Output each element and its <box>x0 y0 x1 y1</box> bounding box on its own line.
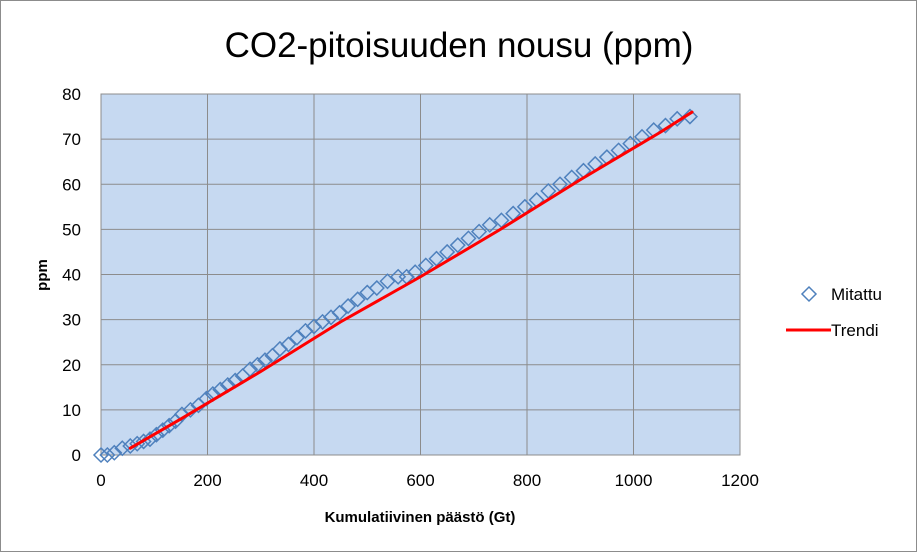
y-tick-label: 40 <box>62 266 81 285</box>
legend-label-trend: Trendi <box>831 321 879 340</box>
data-point <box>198 390 215 407</box>
x-tick-label: 1200 <box>721 471 759 490</box>
y-tick-label: 80 <box>62 85 81 104</box>
legend-item-trend: Trendi <box>786 321 879 340</box>
data-point <box>368 279 385 297</box>
data-point <box>92 446 110 464</box>
data-point <box>439 243 456 260</box>
data-point <box>379 273 396 290</box>
legend-item-measured: Mitattu <box>800 285 882 304</box>
x-tick-label: 400 <box>300 471 328 490</box>
data-point <box>349 291 366 308</box>
data-point <box>182 401 199 418</box>
y-tick-label: 10 <box>62 401 81 420</box>
legend: Mitattu Trendi <box>786 285 882 340</box>
data-point <box>460 230 477 247</box>
y-tick-label: 60 <box>62 175 81 194</box>
data-point <box>331 304 348 321</box>
data-point <box>106 444 123 461</box>
data-point <box>481 216 498 233</box>
chart-title: CO2-pitoisuuden nousu (ppm) <box>225 26 694 65</box>
data-point <box>148 426 165 443</box>
data-point <box>122 437 139 455</box>
data-point <box>669 110 686 127</box>
y-tick-label: 0 <box>72 446 81 465</box>
tick-labels: 0 200 400 600 800 1000 1200 0 10 20 30 40 50 60 70 80 <box>62 85 759 490</box>
data-point <box>471 223 488 240</box>
x-axis-title: Kumulatiivinen päästö (Gt) <box>325 509 516 526</box>
data-point <box>114 440 131 457</box>
y-tick-label: 70 <box>62 130 81 149</box>
x-tick-label: 200 <box>193 471 221 490</box>
x-tick-label: 0 <box>96 471 105 490</box>
data-point <box>288 329 306 346</box>
x-tick-label: 600 <box>406 471 434 490</box>
legend-label-measured: Mitattu <box>831 285 882 304</box>
data-point <box>681 108 699 125</box>
x-tick-label: 800 <box>513 471 541 490</box>
y-tick-label: 50 <box>62 220 81 239</box>
grid-lines <box>100 93 741 456</box>
legend-marker-measured <box>800 285 818 303</box>
y-tick-label: 30 <box>62 311 81 330</box>
y-axis-title: ppm <box>34 259 51 291</box>
trend-line <box>128 110 694 450</box>
data-point <box>449 237 466 254</box>
series-layer <box>92 108 699 464</box>
data-point <box>141 431 159 448</box>
data-point <box>280 336 297 353</box>
y-tick-label: 20 <box>62 356 81 375</box>
data-point <box>99 446 116 464</box>
x-tick-label: 1000 <box>615 471 653 490</box>
data-point <box>340 298 357 315</box>
data-point <box>657 117 674 134</box>
